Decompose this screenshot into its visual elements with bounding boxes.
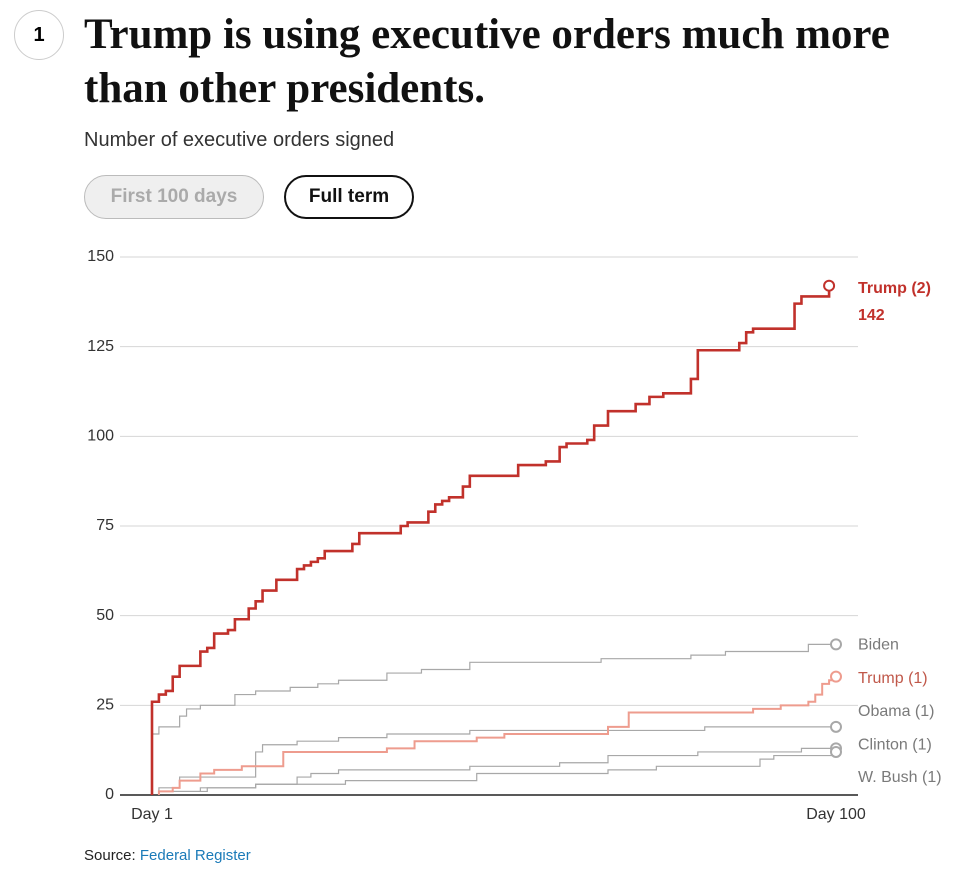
y-tick-label: 75	[96, 517, 114, 534]
series-label: Trump (1)	[858, 670, 928, 687]
series-label: Trump (2)	[858, 280, 931, 297]
series-line	[158, 751, 837, 795]
series-line	[157, 676, 837, 795]
title: Trump is using executive orders much mor…	[84, 11, 890, 112]
subtitle: Number of executive orders signed	[84, 129, 395, 151]
end-marker	[830, 720, 842, 733]
series-label: Obama (1)	[858, 703, 934, 720]
series-line	[158, 726, 836, 795]
y-tick-label: 0	[105, 786, 114, 803]
series-label: Clinton (1)	[858, 737, 932, 754]
value-label: 142	[858, 307, 885, 324]
series-line	[150, 285, 831, 795]
end-marker	[830, 745, 842, 758]
x-tick-label: Day 100	[806, 806, 866, 823]
badge: 1	[14, 10, 64, 60]
series-line	[151, 643, 836, 795]
y-tick-label: 100	[87, 428, 114, 445]
toggle-button[interactable]: First 100 days	[84, 175, 264, 219]
source: Source: Federal Register	[84, 847, 251, 864]
series-label: W. Bush (1)	[858, 769, 942, 786]
series-line	[158, 747, 836, 795]
series-label: Biden	[858, 637, 899, 654]
toggle-button[interactable]: Full term	[284, 175, 414, 219]
y-tick-label: 50	[96, 607, 114, 624]
source-label: Source:	[84, 847, 136, 864]
end-marker	[823, 279, 836, 292]
chart: 0 25 50 75 100 125 150 Day 1 Day 100 Biden Obama (…	[87, 248, 942, 823]
x-tick-label: Day 1	[131, 806, 173, 823]
y-tick-label: 150	[87, 248, 114, 265]
y-tick-label: 125	[87, 338, 114, 355]
end-marker	[830, 638, 842, 651]
y-tick-label: 25	[96, 697, 114, 714]
source-link[interactable]: Federal Register	[139, 847, 251, 864]
end-marker	[830, 670, 842, 683]
